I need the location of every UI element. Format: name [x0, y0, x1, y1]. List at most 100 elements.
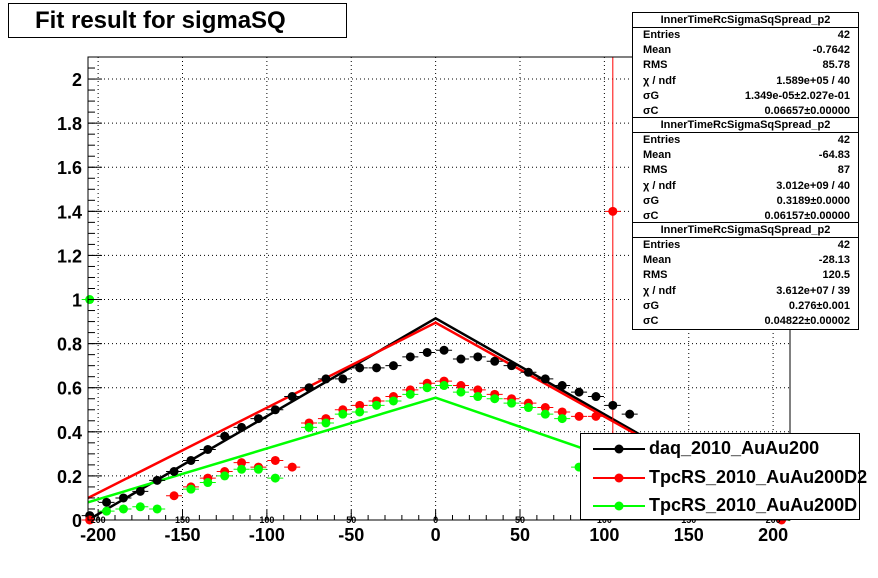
stats-value: -0.7642 — [812, 44, 850, 57]
stats-value: 0.06157±0.00000 — [764, 209, 850, 222]
data-point — [199, 478, 216, 488]
marker — [220, 471, 230, 481]
data-point — [233, 422, 250, 432]
y-tick-label: 0.2 — [57, 467, 82, 487]
marker — [523, 367, 533, 377]
stats-value: 0.3189±0.0000 — [776, 194, 850, 207]
stats-row: χ / ndf 3.012e+09 / 40 — [633, 179, 858, 194]
data-point — [233, 464, 250, 474]
axis-ticks — [88, 67, 774, 521]
stats-row: Entries 42 — [633, 238, 858, 253]
legend-marker-green-icon — [593, 501, 645, 511]
data-point — [284, 462, 301, 472]
marker — [473, 352, 483, 362]
stats-key: RMS — [643, 164, 668, 177]
x-tick-inner-label: 200 — [91, 515, 106, 525]
marker — [405, 352, 415, 362]
y-tick-label: 0.6 — [57, 379, 82, 399]
marker — [118, 493, 128, 503]
data-point — [385, 396, 402, 406]
marker — [574, 411, 584, 421]
y-tick-label: 1 — [72, 291, 82, 311]
data-point — [199, 444, 216, 454]
marker — [304, 383, 314, 393]
data-point — [537, 374, 554, 384]
stats-key: Entries — [643, 239, 681, 251]
stats-value: 87 — [837, 164, 850, 177]
marker — [355, 363, 365, 373]
marker — [439, 381, 449, 391]
x-tick-inner-label: 200 — [766, 515, 781, 525]
stats-value: 42 — [837, 29, 850, 41]
marker — [372, 363, 382, 373]
stats-row: σC 0.06657±0.00000 — [633, 104, 858, 119]
marker — [152, 475, 162, 485]
y-tick-label: 0.4 — [57, 423, 82, 443]
stats-row: RMS 120.5 — [633, 268, 858, 283]
stats-box-title: InnerTimeRcSigmaSqSpread_p2 — [633, 13, 858, 28]
legend: daq_2010_AuAu200 TpcRS_2010_AuAu200D2 Tp… — [580, 433, 867, 520]
marker — [186, 484, 196, 494]
data-point — [469, 352, 486, 362]
marker — [203, 444, 213, 454]
stats-key: σC — [643, 209, 659, 222]
marker — [287, 392, 297, 402]
stats-value: 85.78 — [822, 59, 850, 72]
data-point — [537, 409, 554, 419]
axis-labels: -200200-150150-100100-505000505010010015… — [57, 70, 788, 545]
marker — [439, 345, 449, 355]
stats-key: RMS — [643, 59, 668, 72]
marker — [169, 466, 179, 476]
stats-row: Mean -0.7642 — [633, 43, 858, 58]
marker — [237, 458, 247, 468]
marker — [557, 414, 567, 424]
data-point — [317, 374, 334, 384]
data-point — [149, 504, 166, 514]
data-point — [182, 484, 199, 494]
stats-row: χ / ndf 1.589e+05 / 40 — [633, 74, 858, 89]
x-tick-inner-label: 150 — [681, 515, 696, 525]
marker — [507, 361, 517, 371]
marker — [321, 418, 331, 428]
stats-value: 0.04822±0.00002 — [764, 314, 850, 327]
marker — [270, 455, 280, 465]
marker — [203, 478, 213, 488]
stats-row: σC 0.04822±0.00002 — [633, 314, 858, 329]
marker — [473, 392, 483, 402]
data-point — [284, 392, 301, 402]
legend-item-daq: daq_2010_AuAu200 — [581, 435, 861, 464]
x-tick-label: 100 — [589, 525, 619, 545]
data-point — [115, 493, 132, 503]
x-tick-label: 50 — [510, 525, 530, 545]
data-point — [351, 363, 368, 373]
marker — [237, 422, 247, 432]
marker — [490, 394, 500, 404]
x-tick-inner-label: 100 — [259, 515, 274, 525]
stats-key: Mean — [643, 44, 672, 57]
y-tick-label: 1.6 — [57, 158, 82, 178]
stats-key: χ / ndf — [643, 74, 676, 87]
data-point — [469, 392, 486, 402]
data-point — [250, 414, 267, 424]
data-point — [115, 504, 132, 514]
marker — [540, 374, 550, 384]
marker — [287, 462, 297, 472]
stats-value: -64.83 — [818, 149, 850, 162]
marker — [557, 381, 567, 391]
stats-row: Entries 42 — [633, 133, 858, 148]
stats-row: σG 0.3189±0.0000 — [633, 194, 858, 209]
data-point — [452, 354, 469, 364]
data-point — [267, 473, 284, 483]
stats-row: Mean -28.13 — [633, 253, 858, 268]
data-point — [368, 400, 385, 410]
marker — [102, 506, 112, 516]
data-point — [452, 381, 469, 391]
data-point — [452, 387, 469, 397]
data-point — [571, 387, 588, 397]
stats-key: χ / ndf — [643, 179, 676, 192]
data-point — [351, 400, 368, 410]
x-tick-label: -50 — [338, 525, 364, 545]
stats-value: 0.06657±0.00000 — [764, 104, 850, 117]
marker — [473, 385, 483, 395]
data-point — [503, 361, 520, 371]
